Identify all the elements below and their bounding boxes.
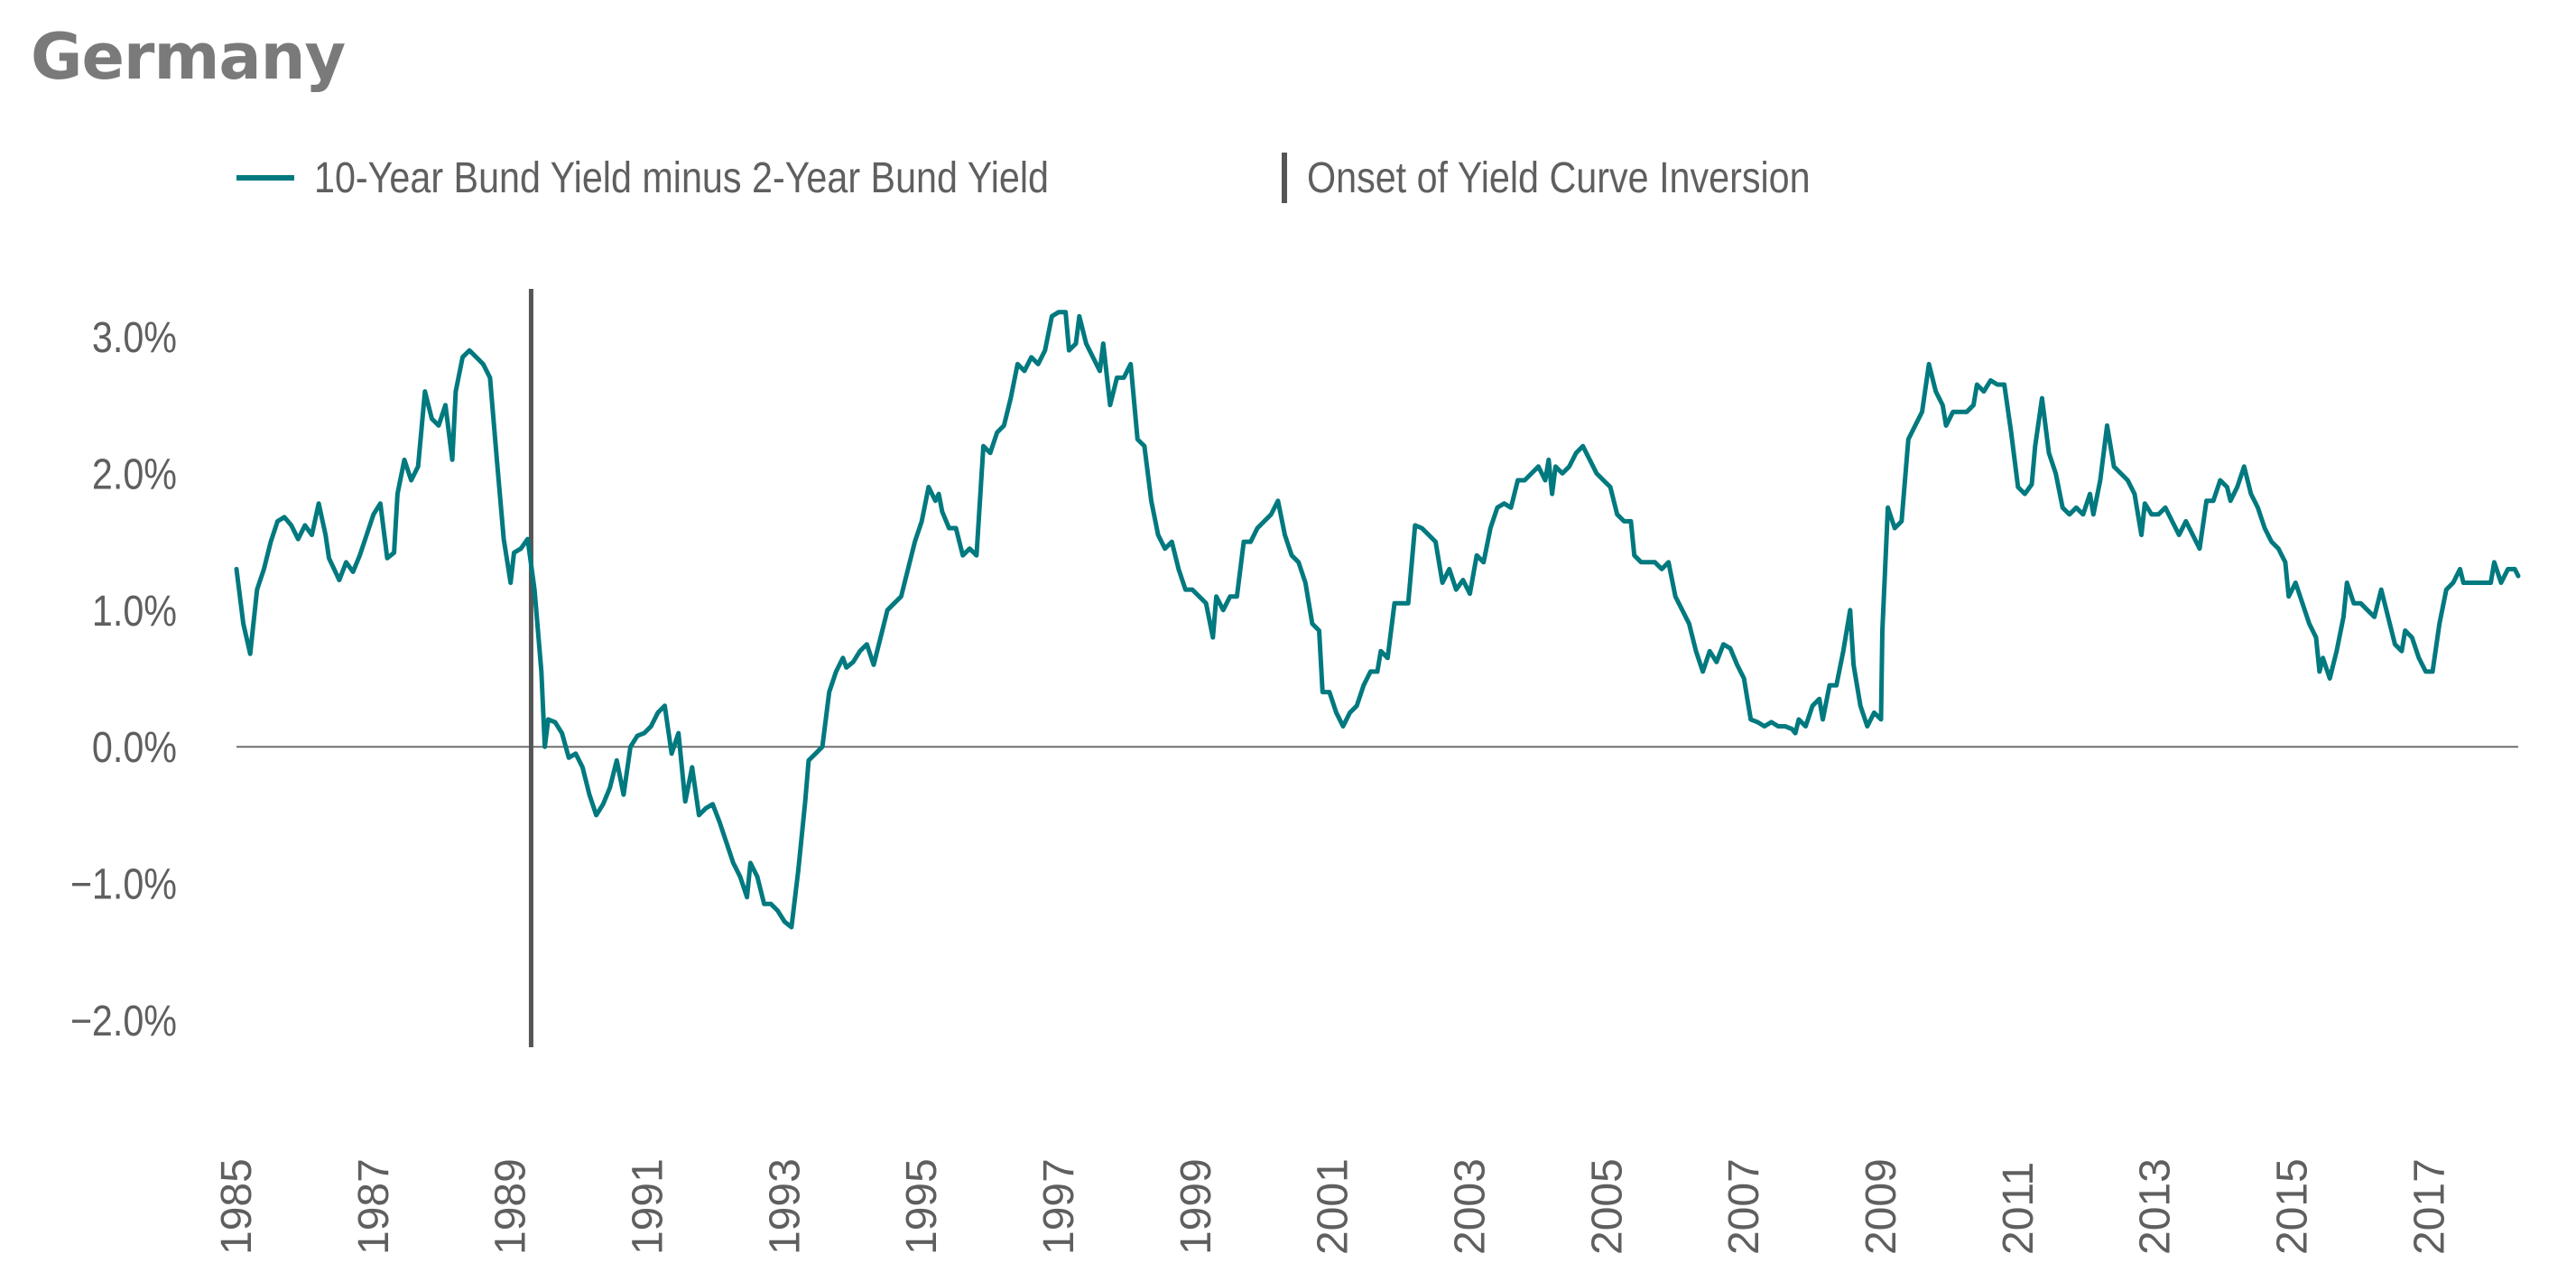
series-line-spread <box>234 310 2521 930</box>
y-tick-label: −2.0% <box>70 997 177 1045</box>
x-tick-label: 2005 <box>1583 1158 1631 1255</box>
x-tick-label: 2009 <box>1858 1158 1905 1255</box>
chart-legend: 10-Year Bund Yield minus 2-Year Bund Yie… <box>0 146 2576 209</box>
x-tick-label: 2001 <box>1310 1158 1357 1255</box>
x-tick-label: 1997 <box>1035 1158 1083 1255</box>
legend-swatch-line <box>236 175 294 181</box>
y-tick-label: 1.0% <box>92 587 177 636</box>
x-tick-label: 2013 <box>2132 1158 2180 1255</box>
x-tick-label: 1995 <box>898 1158 946 1255</box>
y-tick-label: −1.0% <box>70 860 177 909</box>
y-tick-label: 2.0% <box>92 450 177 499</box>
chart-title: Germany <box>31 20 346 94</box>
x-tick-label: 2015 <box>2268 1158 2316 1255</box>
x-tick-label: 1991 <box>624 1158 672 1255</box>
legend-label-inversion: Onset of Yield Curve Inversion <box>1307 153 1811 202</box>
y-tick-label: 3.0% <box>92 313 177 362</box>
x-tick-label: 2007 <box>1720 1158 1768 1255</box>
x-tick-label: 2017 <box>2405 1158 2453 1255</box>
x-tick-label: 2011 <box>1995 1162 2043 1255</box>
legend-item-inversion: Onset of Yield Curve Inversion <box>1282 146 1892 209</box>
x-tick-label: 2003 <box>1446 1158 1494 1255</box>
x-tick-label: 1999 <box>1172 1158 1220 1255</box>
x-axis: 1985 1987 1989 1991 1993 1995 1997 1999 2001 2003… <box>213 1158 2453 1255</box>
x-tick-label: 1985 <box>213 1158 261 1255</box>
x-tick-label: 1989 <box>487 1158 535 1255</box>
x-tick-label: 1987 <box>350 1158 398 1255</box>
legend-swatch-vertical-line <box>1282 153 1287 203</box>
legend-label-spread: 10-Year Bund Yield minus 2-Year Bund Yie… <box>314 153 1049 202</box>
series-group <box>234 310 2521 930</box>
legend-item-spread: 10-Year Bund Yield minus 2-Year Bund Yie… <box>236 146 1168 209</box>
x-tick-label: 1993 <box>761 1158 809 1255</box>
y-tick-label: 0.0% <box>92 723 177 772</box>
y-axis: 3.0% 2.0% 1.0% 0.0% −1.0% −2.0% <box>70 313 177 1045</box>
